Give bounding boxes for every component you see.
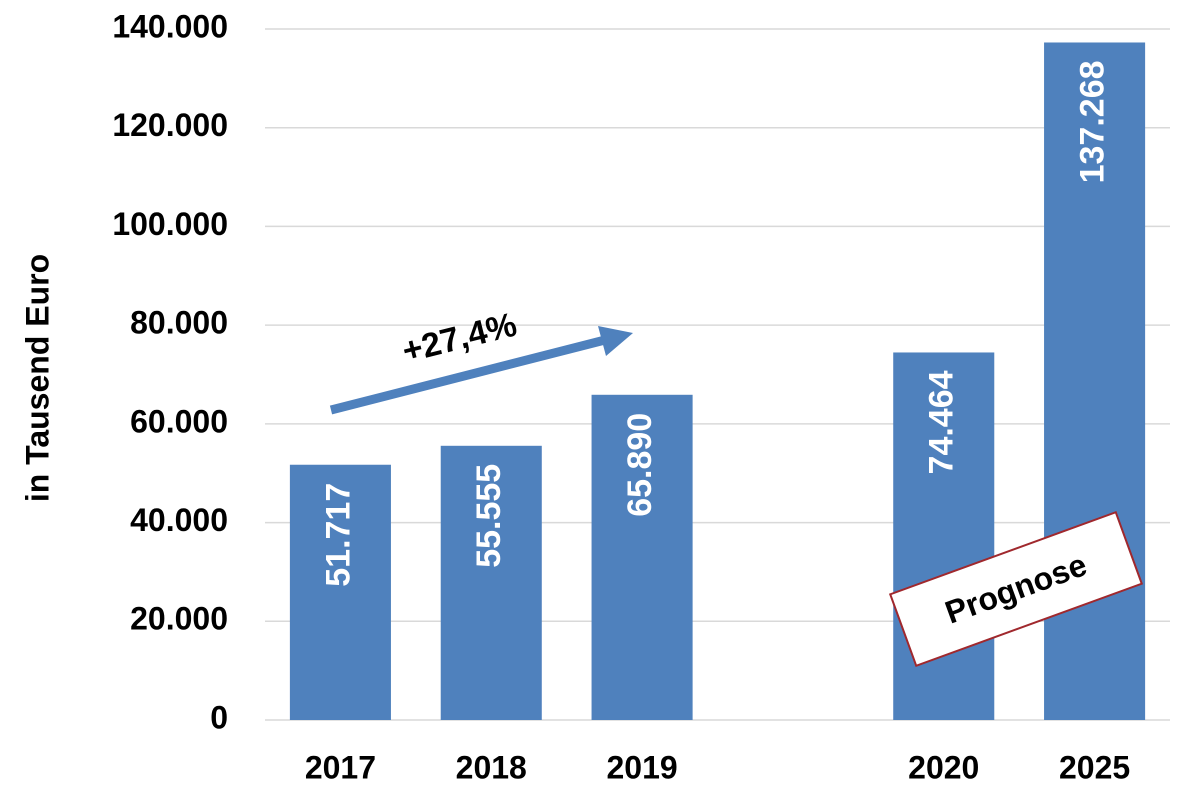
y-tick-label: 100.000 — [112, 206, 228, 242]
value-label: 55.555 — [470, 464, 508, 568]
arrow-shaft — [329, 335, 607, 415]
bar — [440, 445, 542, 720]
value-label: 65.890 — [621, 413, 659, 517]
bar — [289, 464, 391, 720]
prognose-frame — [888, 510, 1144, 668]
value-label: 74.464 — [923, 370, 961, 474]
growth-annotation: +27,4% — [399, 306, 521, 371]
bar — [591, 394, 693, 720]
x-tick-label: 2018 — [456, 749, 527, 785]
y-tick-label: 140.000 — [112, 8, 228, 44]
value-label: 137.268 — [1074, 60, 1112, 183]
x-tick-label: 2025 — [1059, 749, 1130, 785]
bar — [893, 352, 995, 720]
y-tick-label: 0 — [210, 699, 228, 735]
x-tick-label: 2019 — [606, 749, 677, 785]
y-axis-label: in Tausend Euro — [19, 254, 55, 502]
x-tick-label: 2020 — [908, 749, 979, 785]
arrow-head — [598, 326, 633, 356]
y-tick-label: 60.000 — [130, 403, 228, 439]
y-tick-label: 20.000 — [130, 601, 228, 637]
y-tick-label: 40.000 — [130, 502, 228, 538]
value-label: 51.717 — [319, 483, 357, 587]
y-tick-label: 80.000 — [130, 305, 228, 341]
x-tick-label: 2017 — [305, 749, 376, 785]
y-tick-label: 120.000 — [112, 107, 228, 143]
